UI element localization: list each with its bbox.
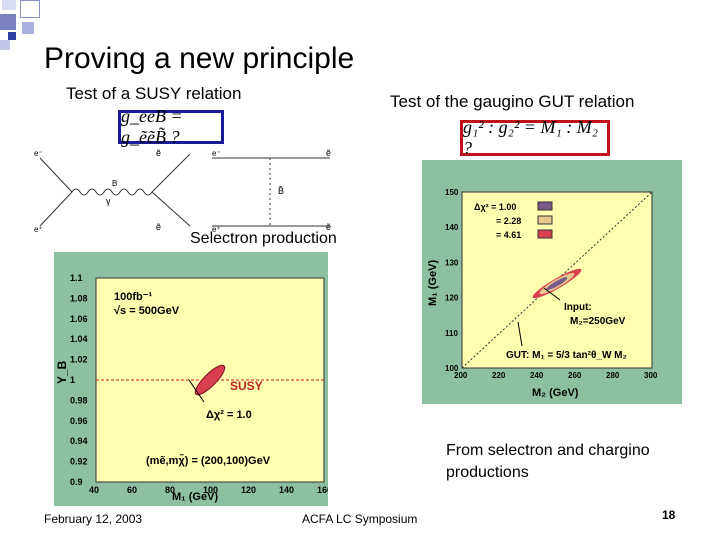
left-heading: Test of a SUSY relation <box>66 84 242 103</box>
input-label: Input: <box>564 302 592 313</box>
feynman-label: γ <box>106 196 111 206</box>
x-tick-label: 300 <box>644 371 658 380</box>
y-tick-label: 1.02 <box>70 355 88 365</box>
note-line: productions <box>446 464 529 481</box>
feynman-label: ẽ <box>156 222 161 232</box>
footer-center: ACFA LC Symposium <box>302 512 418 526</box>
y-tick-label: 110 <box>445 329 458 338</box>
y-tick-label: 1.04 <box>70 334 88 344</box>
feynman-label: ẽ <box>156 148 161 158</box>
feynman-label: e⁺ <box>34 225 43 234</box>
left-ylabel: Y_B <box>55 360 69 384</box>
feynman-diagrams: e⁻ e⁺ ẽ ẽ γ B e⁻ e⁺ ẽ B̃ ẽ <box>34 148 331 234</box>
mass-point-label: (mẽ,mχ̃) = (200,100)GeV <box>146 454 271 467</box>
contour-ellipse <box>546 277 568 290</box>
x-tick-label: 100 <box>203 485 218 495</box>
legend-entry: = 4.61 <box>496 230 521 240</box>
energy-label: √s = 500GeV <box>114 305 180 317</box>
note-text: From selectron and chargino productions <box>446 440 650 484</box>
feynman-label: B <box>112 179 117 188</box>
x-tick-label: 220 <box>492 371 506 380</box>
right-xlabel: M₂ (GeV) <box>532 387 579 399</box>
right-heading: Test of the gaugino GUT relation <box>390 92 635 111</box>
x-tick-label: 60 <box>127 485 137 495</box>
x-tick-label: 240 <box>530 371 544 380</box>
y-tick-label: 0.94 <box>70 436 88 446</box>
gut-relation-label: GUT: M₁ = 5/3 tan²θ_W M₂ <box>506 350 627 361</box>
x-tick-label: 140 <box>279 485 294 495</box>
input-value-label: M₂=250GeV <box>570 316 626 327</box>
y-tick-label: 1.08 <box>70 293 88 303</box>
left-xlabel: M₁ (GeV) <box>172 491 218 503</box>
luminosity-label: 100fb⁻¹ <box>114 291 153 303</box>
y-tick-label: 150 <box>445 188 459 197</box>
y-tick-label: 0.92 <box>70 457 88 467</box>
slide-title: Proving a new principle <box>44 42 355 75</box>
feynman-label: e⁻ <box>34 149 43 158</box>
legend-swatch <box>537 201 553 211</box>
x-tick-label: 280 <box>606 371 620 380</box>
gut-formula: g₁² : g₂² = M₁ : M₂ ? <box>460 117 610 158</box>
y-tick-label: 130 <box>445 258 459 267</box>
y-tick-label: 1.1 <box>70 273 83 283</box>
y-tick-label: 0.9 <box>70 477 83 487</box>
y-tick-label: 100 <box>445 364 459 373</box>
right-ylabel: M₁ (GeV) <box>427 260 439 306</box>
left-chart: 40 60 80 100 120 140 160 0.9 0.92 0.94 0.96 0.98 1 1.… <box>55 273 328 503</box>
y-tick-label: 0.96 <box>70 416 88 426</box>
susy-formula: g_eeB = g_ẽẽB̃ ? <box>118 106 224 147</box>
feynman-label: ẽ <box>326 222 331 232</box>
feynman-label: e⁺ <box>212 225 221 234</box>
x-tick-label: 160 <box>317 485 328 495</box>
legend-entry: = 2.28 <box>496 216 521 226</box>
feynman-label: B̃ <box>278 186 284 196</box>
x-tick-label: 260 <box>568 371 582 380</box>
y-tick-label: 1 <box>70 375 75 385</box>
legend-swatch <box>537 229 553 239</box>
x-tick-label: 80 <box>165 485 175 495</box>
y-tick-label: 1.06 <box>70 314 88 324</box>
legend-swatch <box>537 215 553 225</box>
x-tick-label: 200 <box>454 371 468 380</box>
x-tick-label: 40 <box>89 485 99 495</box>
note-line: From selectron and chargino <box>446 442 650 459</box>
feynman-label: ẽ <box>326 148 331 158</box>
contour-ellipse <box>194 364 226 396</box>
right-chart: 200 220 240 260 280 300 100 110 120 130 140 150 Δχ²… <box>427 188 658 399</box>
legend-entry: Δχ² = 1.00 <box>474 202 516 212</box>
selectron-label: Selectron production <box>190 230 337 247</box>
susy-label: SUSY <box>230 379 263 393</box>
y-tick-label: 0.98 <box>70 395 88 405</box>
footer-date: February 12, 2003 <box>44 512 143 526</box>
page-number: 18 <box>662 508 676 522</box>
y-tick-label: 140 <box>445 223 459 232</box>
feynman-label: e⁻ <box>212 149 221 158</box>
y-tick-label: 120 <box>445 294 459 303</box>
x-tick-label: 120 <box>241 485 256 495</box>
delta-chi-label: Δχ² = 1.0 <box>206 409 252 421</box>
